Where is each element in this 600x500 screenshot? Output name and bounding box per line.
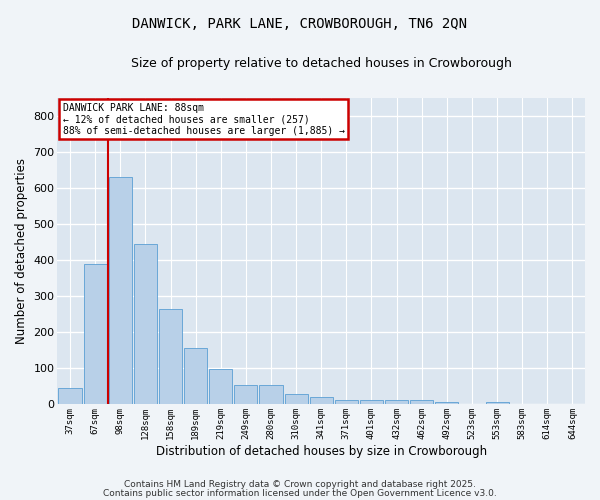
Bar (310, 398, 333, 404)
Text: Contains public sector information licensed under the Open Government Licence v3: Contains public sector information licen… (103, 489, 497, 498)
Bar (159, 308, 182, 404)
X-axis label: Distribution of detached houses by size in Crowborough: Distribution of detached houses by size … (155, 444, 487, 458)
Text: Contains HM Land Registry data © Crown copyright and database right 2025.: Contains HM Land Registry data © Crown c… (124, 480, 476, 489)
Bar (360, 400, 383, 404)
Bar (485, 402, 509, 404)
Bar (284, 394, 308, 404)
Title: Size of property relative to detached houses in Crowborough: Size of property relative to detached ho… (131, 58, 512, 70)
Bar (385, 400, 408, 404)
Bar (209, 368, 232, 404)
Text: DANWICK, PARK LANE, CROWBOROUGH, TN6 2QN: DANWICK, PARK LANE, CROWBOROUGH, TN6 2QN (133, 18, 467, 32)
Text: DANWICK PARK LANE: 88sqm
← 12% of detached houses are smaller (257)
88% of semi-: DANWICK PARK LANE: 88sqm ← 12% of detach… (63, 102, 345, 136)
Bar (134, 244, 157, 404)
Bar (335, 400, 358, 404)
Bar (435, 402, 458, 404)
Bar (235, 385, 257, 404)
Bar (259, 385, 283, 404)
Bar (58, 388, 82, 404)
Bar (109, 177, 132, 404)
Bar (83, 264, 107, 404)
Y-axis label: Number of detached properties: Number of detached properties (15, 158, 28, 344)
Bar (184, 348, 207, 404)
Bar (410, 400, 433, 404)
